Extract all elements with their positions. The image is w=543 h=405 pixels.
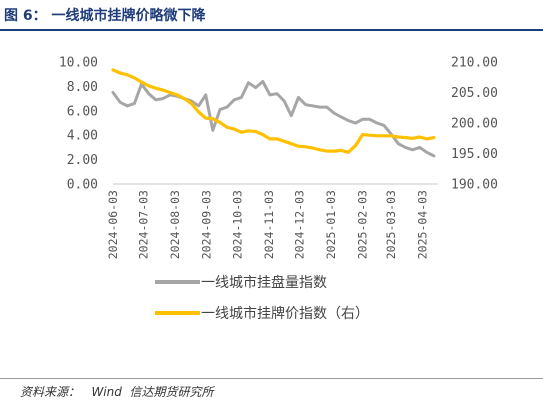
left-tick-label: 6.00 <box>67 104 98 119</box>
figure-title: 图 6： 一线城市挂牌价略微下降 <box>4 8 206 24</box>
right-tick-label: 205.00 <box>451 86 498 101</box>
series-line <box>111 80 436 158</box>
footer-divider <box>0 378 543 379</box>
x-tick-label: 2024-11-03 <box>262 190 276 259</box>
x-tick-label: 2024-09-03 <box>200 190 214 259</box>
left-tick-label: 10.00 <box>59 56 98 71</box>
source-note: 资料来源： Wind 信达期货研究所 <box>20 385 214 399</box>
x-tick-label: 2025-02-03 <box>356 190 370 259</box>
right-tick-label: 190.00 <box>451 178 498 193</box>
left-tick-label: 0.00 <box>67 178 98 193</box>
title-bar: 图 6： 一线城市挂牌价略微下降 <box>0 0 543 31</box>
line-chart: 0.00 2.00 4.00 6.00 8.00 10.00 190.00 195.00 20… <box>59 56 498 323</box>
x-axis-ticks: 2024-06-03 2024-07-03 2024-08-03 2024-09-03… <box>106 190 430 259</box>
x-tick-label: 2025-01-03 <box>324 190 338 259</box>
x-tick-label: 2024-07-03 <box>137 190 151 259</box>
x-tick-label: 2025-04-03 <box>416 190 430 259</box>
x-tick-label: 2025-03-03 <box>384 190 398 259</box>
right-tick-label: 200.00 <box>451 117 498 132</box>
left-tick-label: 2.00 <box>67 153 98 168</box>
x-tick-label: 2024-12-03 <box>292 190 306 259</box>
right-tick-label: 210.00 <box>451 56 498 71</box>
left-tick-label: 8.00 <box>67 80 98 95</box>
legend-label: 一线城市挂盘量指数 <box>201 274 327 291</box>
left-tick-label: 4.00 <box>67 129 98 144</box>
right-axis-ticks: 190.00 195.00 200.00 205.00 210.00 <box>451 56 498 193</box>
series-layer <box>111 68 436 158</box>
legend-label: 一线城市挂牌价指数（右） <box>201 305 369 322</box>
x-tick-label: 2024-06-03 <box>106 190 120 259</box>
right-tick-label: 195.00 <box>451 147 498 162</box>
series-line <box>111 68 436 154</box>
left-axis-ticks: 0.00 2.00 4.00 6.00 8.00 10.00 <box>59 56 98 193</box>
x-tick-label: 2024-10-03 <box>230 190 244 259</box>
x-tick-label: 2024-08-03 <box>168 190 182 259</box>
title-underline <box>0 29 543 31</box>
